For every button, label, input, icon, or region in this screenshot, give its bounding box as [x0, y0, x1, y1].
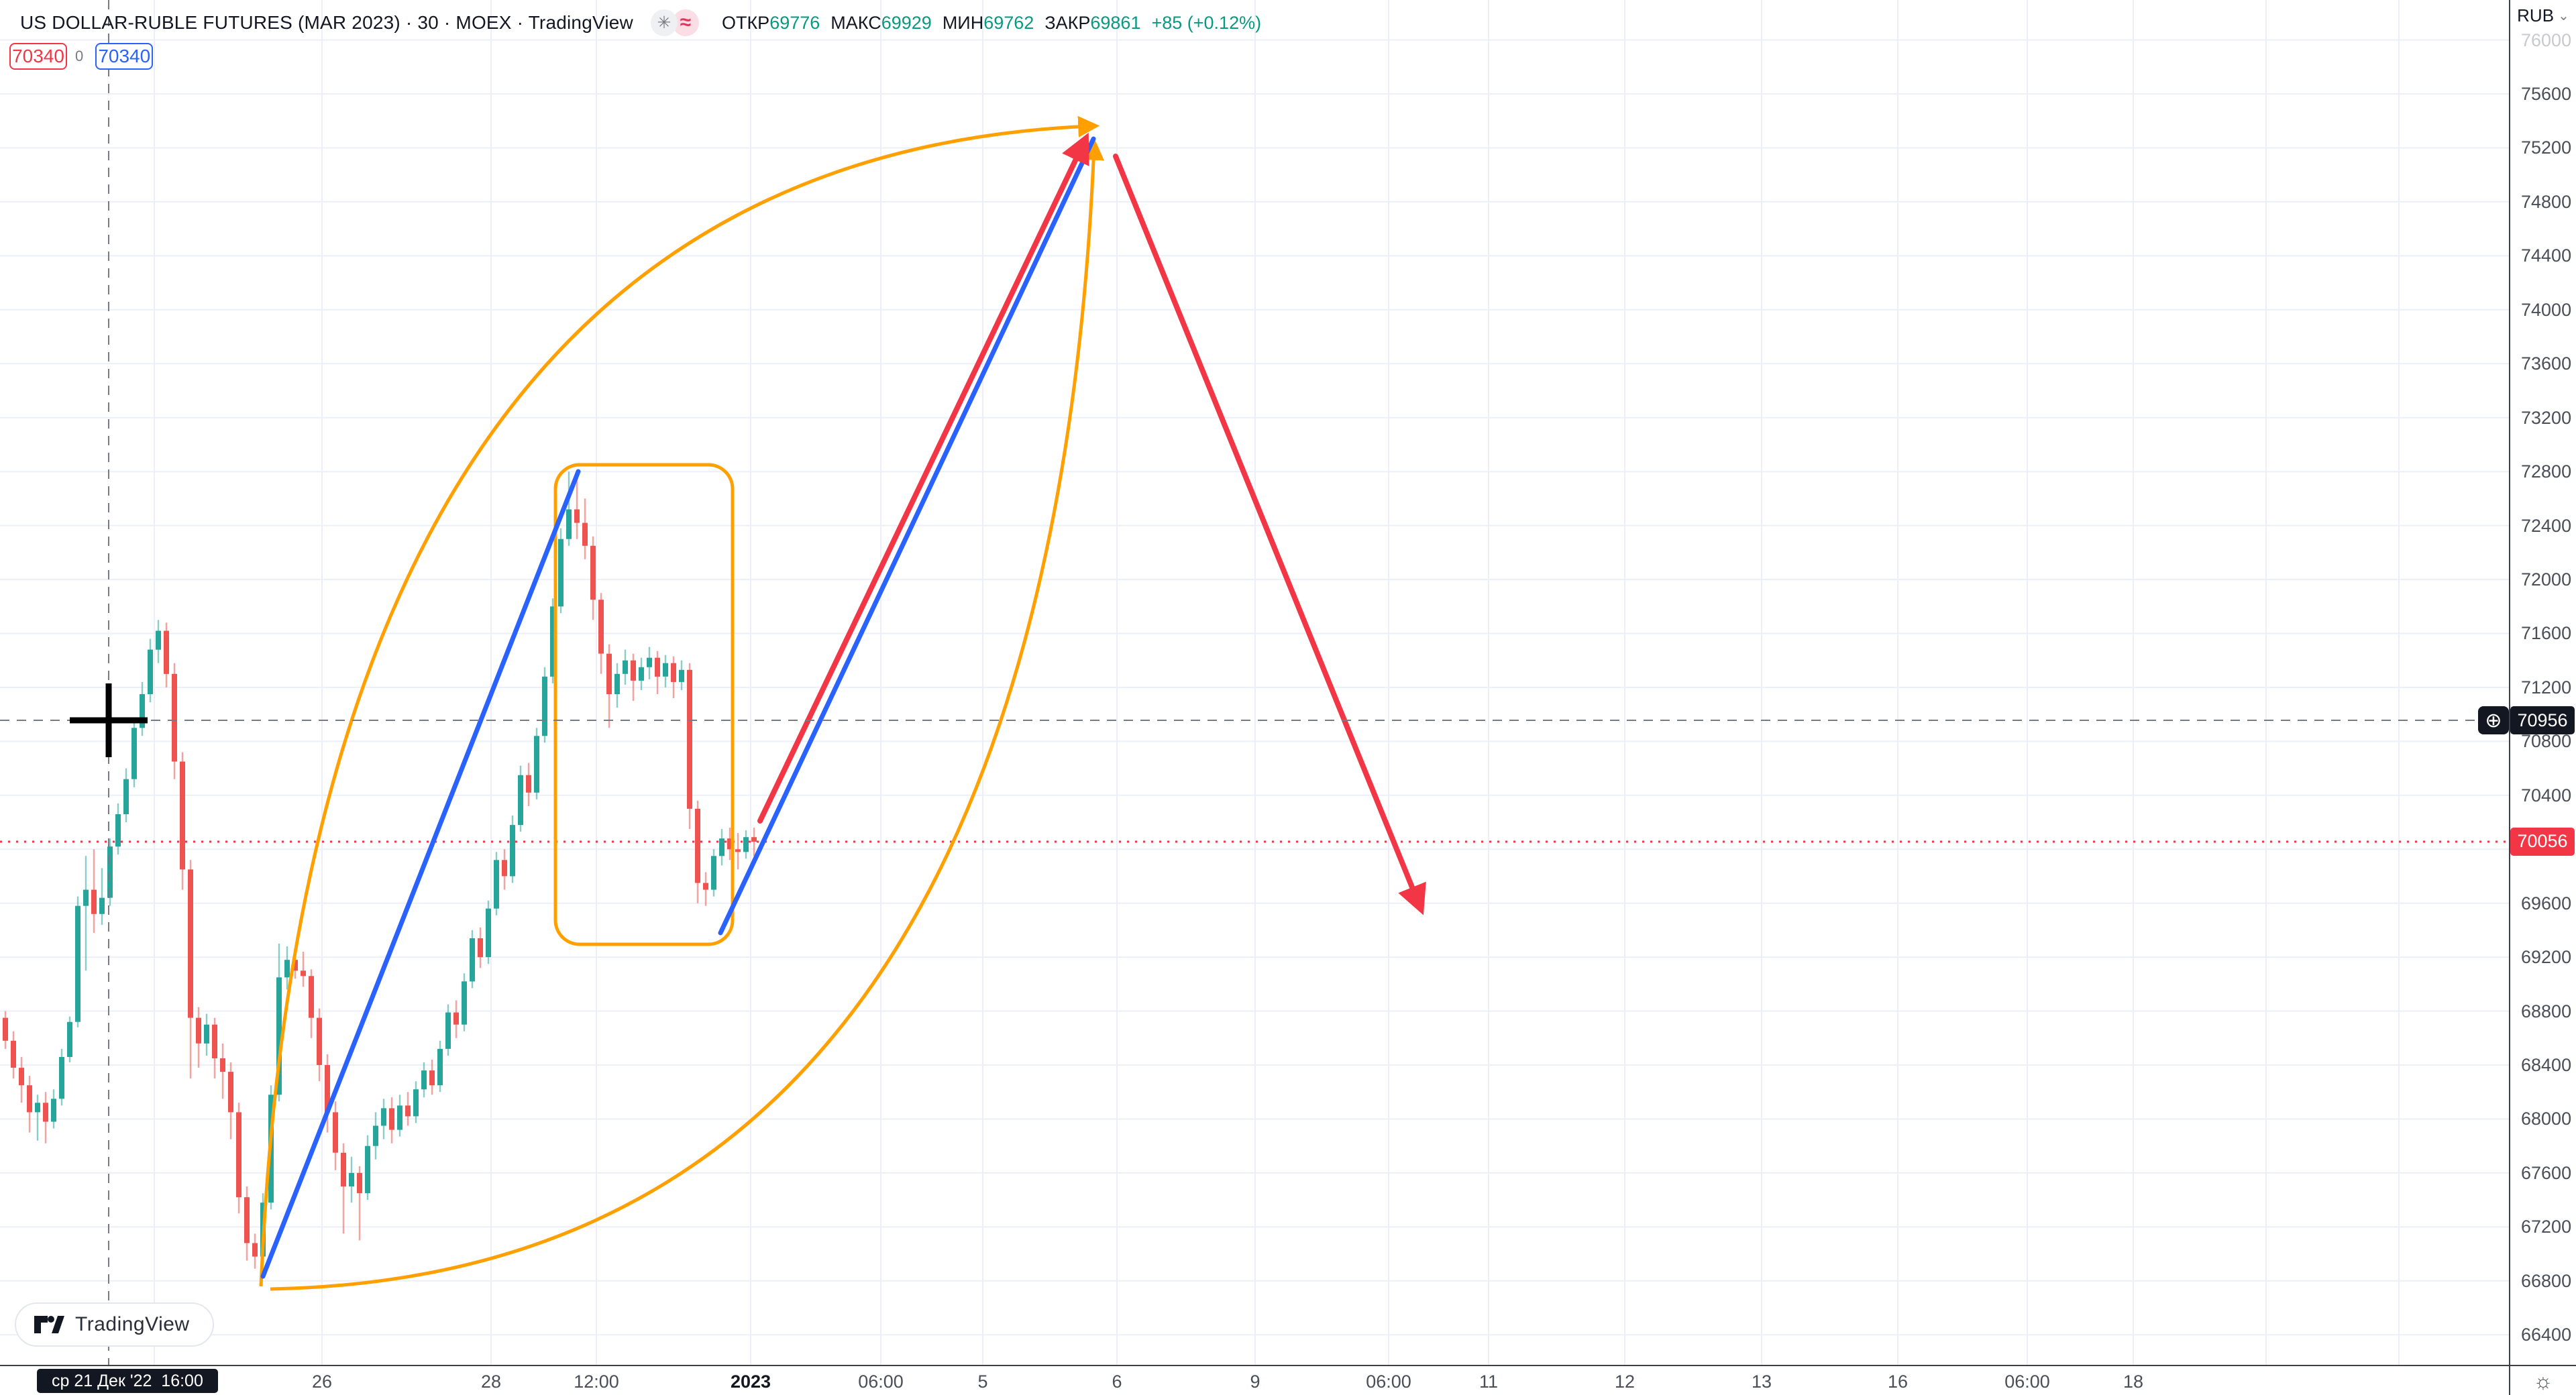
time-tick-label: 06:00 [2004, 1372, 2050, 1392]
blue-trendline-1 [260, 469, 581, 1279]
price-tick-label: 74000 [2521, 299, 2572, 320]
price-tick-label: 74800 [2521, 191, 2572, 212]
price-tick-label: 72000 [2521, 569, 2572, 590]
price-tick-label: 72800 [2521, 461, 2572, 482]
price-tick-label: 67200 [2521, 1217, 2572, 1237]
highlight-box [553, 463, 735, 946]
price-axis[interactable]: RUB ⌄ 76000 75600 75200 74800 74400 74000 7360… [2509, 0, 2576, 1395]
price-tick-label: 69200 [2521, 947, 2572, 968]
price-tick-label: 76000 [2521, 30, 2572, 50]
time-axis[interactable]: ср 21 Дек '22 16:00 26 28 12:00 2023 06:00 5 6… [0, 1365, 2509, 1395]
price-tick-label: 75200 [2521, 137, 2572, 158]
price-tick-label: 66400 [2521, 1325, 2572, 1345]
time-tick-label: 06:00 [1366, 1372, 1411, 1392]
snowflake-icon[interactable]: ✳ [650, 9, 678, 36]
currency-selector[interactable]: RUB ⌄ [2510, 5, 2576, 26]
time-tick-label: 06:00 [858, 1372, 904, 1392]
red-arrow-down [1113, 154, 1426, 915]
lens-lower-arc [270, 138, 1105, 1291]
price-tick-label: 74400 [2521, 245, 2572, 266]
time-tick-label: 11 [1479, 1372, 1499, 1392]
add-alert-plus-icon[interactable]: ⊕ [2478, 706, 2509, 734]
ohlc-row: ОТКР69776 МАКС69929 МИН69762 ЗАКР69861 +85 (… [722, 13, 1261, 34]
sun-icon[interactable]: ☼ [2533, 1368, 2553, 1393]
order-panel: 70340 0 70340 [9, 43, 154, 70]
drawings[interactable] [259, 115, 1426, 1291]
time-tick-label: 18 [2123, 1372, 2144, 1392]
lens-upper-arc [259, 115, 1100, 1287]
time-tick-label: 9 [1250, 1372, 1260, 1392]
price-tick-label: 68000 [2521, 1109, 2572, 1129]
price-tick-label: 69600 [2521, 893, 2572, 913]
currency-label: RUB [2517, 5, 2555, 25]
crosshair-price-badge: 70956 [2510, 706, 2575, 734]
price-tick-label: 68800 [2521, 1001, 2572, 1021]
blue-trendline-2 [718, 136, 1096, 936]
watermark-label: TradingView [75, 1313, 190, 1335]
symbol-title[interactable]: US DOLLAR-RUBLE FUTURES (MAR 2023) · 30 … [20, 12, 633, 33]
chevron-down-icon: ⌄ [2558, 9, 2569, 23]
price-tick-label: 71600 [2521, 623, 2572, 644]
ohlc-pair: ЗАКР69861 [1044, 12, 1141, 33]
price-tick-label: 75600 [2521, 84, 2572, 105]
time-tick-label: 12:00 [574, 1372, 619, 1392]
price-tick-label: 71200 [2521, 677, 2572, 698]
grid [0, 0, 2509, 1365]
sell-price-button[interactable]: 70340 [9, 43, 67, 70]
order-quantity[interactable]: 0 [75, 48, 84, 64]
buy-price-button[interactable]: 70340 [95, 43, 154, 70]
price-tick-label: 70400 [2521, 785, 2572, 805]
axis-corner: ☼ [2509, 1365, 2576, 1395]
candlestick-series[interactable] [3, 471, 757, 1269]
price-tick-label: 73200 [2521, 407, 2572, 428]
chart-canvas[interactable] [0, 0, 2509, 1365]
price-tick-label: 72400 [2521, 515, 2572, 536]
tradingview-watermark[interactable]: TradingView [15, 1302, 214, 1347]
ohlc-pair: МИН69762 [942, 12, 1034, 33]
change-value: +85 (+0.12%) [1151, 12, 1262, 33]
time-tick-label: 6 [1112, 1372, 1122, 1392]
ohlc-pair: МАКС69929 [830, 12, 932, 33]
price-tick-label: 68400 [2521, 1055, 2572, 1076]
legend: US DOLLAR-RUBLE FUTURES (MAR 2023) · 30 … [20, 8, 1261, 38]
time-tick-label: 2023 [730, 1372, 771, 1392]
time-tick-label: 5 [977, 1372, 988, 1392]
time-tick-label: 28 [480, 1372, 502, 1392]
crosshair [0, 0, 2509, 1365]
market-status-icons: ✳ ≈ [650, 9, 699, 36]
time-tick-label: 12 [1614, 1372, 1635, 1392]
price-tick-label: 66800 [2521, 1270, 2572, 1291]
last-price-badge: 70056 [2510, 827, 2575, 856]
time-tick-label: 13 [1751, 1372, 1772, 1392]
tradingview-logo-icon [34, 1316, 64, 1333]
ohlc-pair: ОТКР69776 [721, 12, 820, 33]
chart-svg[interactable] [0, 0, 2509, 1365]
time-tick-label: 16 [1887, 1372, 1909, 1392]
red-arrow-up [757, 132, 1089, 824]
time-tick-label: 26 [311, 1372, 333, 1392]
price-tick-label: 70800 [2521, 731, 2572, 752]
crosshair-time-badge: ср 21 Дек '22 16:00 [37, 1369, 218, 1393]
crosshair-cross-icon [70, 683, 148, 757]
price-tick-label: 67600 [2521, 1162, 2572, 1183]
price-tick-label: 73600 [2521, 353, 2572, 374]
